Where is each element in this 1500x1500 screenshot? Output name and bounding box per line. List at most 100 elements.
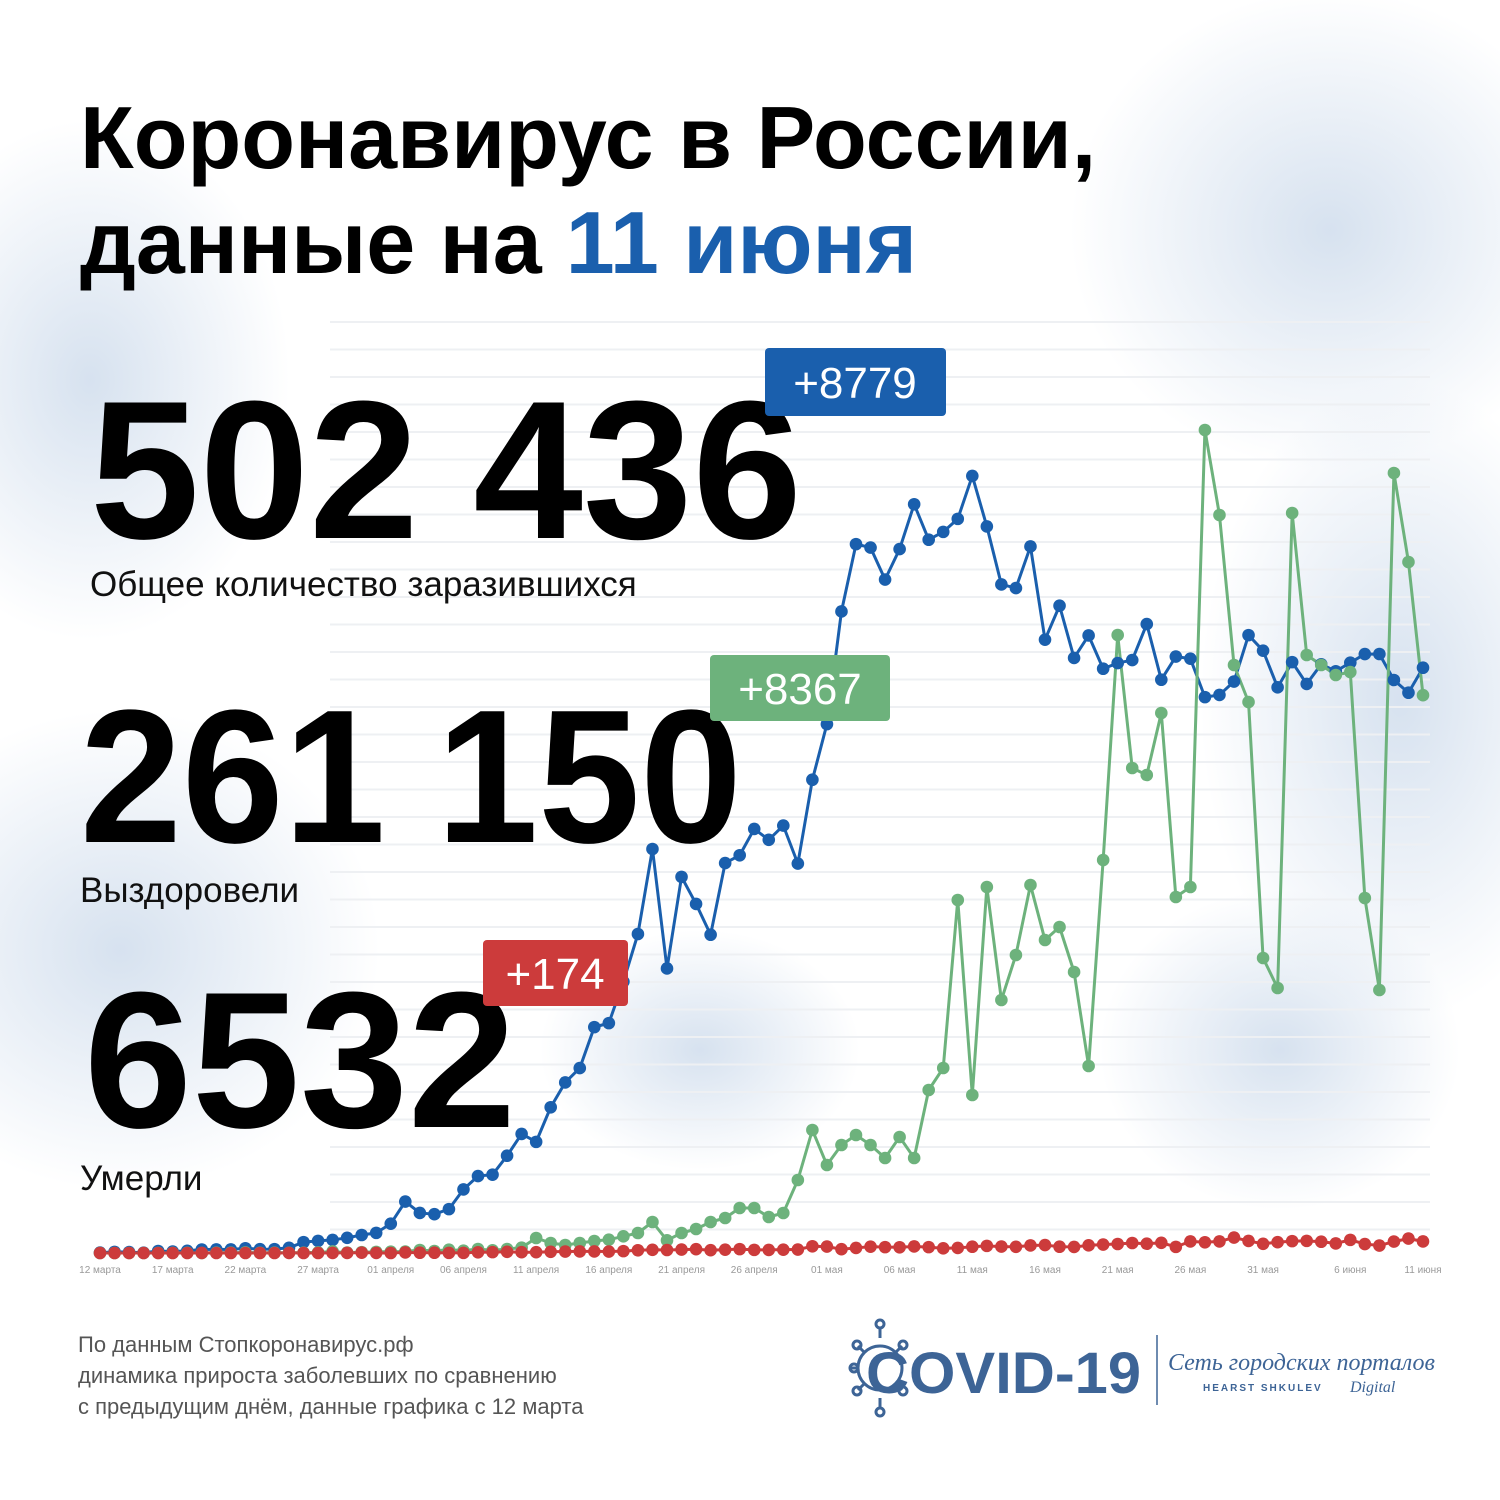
stat-delta: +174 (505, 950, 604, 999)
data-point (297, 1246, 310, 1260)
background (0, 0, 1500, 1210)
data-point (1111, 1237, 1124, 1251)
data-point (1009, 1240, 1023, 1254)
data-point (1373, 1239, 1386, 1252)
data-point (151, 1246, 165, 1260)
data-point (878, 1240, 892, 1254)
data-point (1358, 891, 1372, 905)
data-point (1096, 1238, 1110, 1251)
data-point (1111, 628, 1124, 642)
data-point (340, 1246, 354, 1260)
data-point (311, 1234, 325, 1248)
data-point (878, 573, 892, 586)
data-point (1169, 890, 1183, 904)
data-point (1125, 653, 1139, 667)
x-tick-label: 01 апреля (367, 1265, 414, 1276)
x-tick-label: 06 апреля (440, 1265, 487, 1276)
data-point (893, 1240, 906, 1254)
data-point (835, 1138, 848, 1152)
data-point (1067, 1240, 1081, 1254)
data-point (1213, 688, 1226, 702)
data-point (1387, 673, 1401, 687)
data-point (704, 1215, 717, 1229)
data-point (762, 1243, 776, 1257)
data-point (442, 1246, 456, 1260)
data-point (253, 1246, 267, 1260)
data-point (951, 893, 965, 907)
data-point (995, 1240, 1008, 1253)
data-point (297, 1235, 310, 1249)
data-point (1155, 706, 1168, 720)
data-point (1285, 506, 1299, 520)
data-point (1271, 1235, 1284, 1249)
data-point (122, 1246, 136, 1260)
data-point (1300, 1234, 1313, 1248)
footer-line: динамика прироста заболевших по сравнени… (78, 1363, 557, 1388)
x-tick-label: 11 мая (957, 1265, 988, 1276)
data-point (1184, 880, 1197, 894)
data-point (1242, 1234, 1255, 1248)
data-point (660, 1234, 674, 1247)
data-point (1009, 948, 1023, 962)
data-point (704, 1243, 717, 1257)
data-point (1416, 688, 1430, 702)
virus-icon (848, 1318, 909, 1418)
x-tick-label: 11 июня (1404, 1265, 1441, 1276)
data-point (849, 537, 863, 551)
x-tick-label: 12 марта (79, 1265, 121, 1276)
data-point (995, 993, 1008, 1007)
data-point (224, 1246, 238, 1260)
data-point (791, 1243, 805, 1256)
stat-recovered: 261 150 Выздоровели +8367 (80, 655, 890, 910)
data-point (500, 1149, 514, 1163)
data-point (1082, 1239, 1095, 1252)
data-point (777, 1206, 790, 1220)
data-point (878, 1151, 892, 1165)
data-point (180, 1246, 194, 1260)
data-point (980, 880, 994, 894)
data-point (515, 1127, 528, 1141)
footer: По данным Стопкоронавирус.рф динамика пр… (78, 1332, 584, 1419)
data-point (1053, 1240, 1066, 1254)
data-point (1344, 665, 1357, 679)
data-point (849, 1128, 863, 1142)
data-point (762, 833, 776, 847)
data-point (1096, 853, 1110, 867)
data-point (1373, 983, 1386, 997)
data-point (1227, 675, 1241, 688)
data-point (369, 1226, 383, 1240)
data-point (907, 1240, 921, 1253)
data-point (893, 542, 906, 556)
data-point (733, 848, 746, 862)
data-point (864, 1240, 877, 1253)
data-point (936, 1061, 950, 1075)
data-point (936, 525, 950, 539)
data-point (966, 1240, 979, 1254)
data-point (1314, 658, 1328, 672)
x-tick-label: 21 мая (1102, 1265, 1134, 1276)
data-point (1140, 768, 1154, 782)
data-point (1155, 673, 1168, 687)
data-point (1140, 617, 1154, 631)
data-point (631, 1226, 645, 1240)
data-point (355, 1228, 368, 1242)
data-point (1024, 1239, 1037, 1252)
data-point (907, 497, 921, 511)
data-point (864, 1138, 877, 1152)
data-point (1416, 661, 1430, 675)
data-point (93, 1246, 107, 1260)
data-point (1125, 1236, 1139, 1250)
data-point (529, 1231, 543, 1245)
data-point (922, 1240, 935, 1254)
data-point (282, 1246, 296, 1260)
data-point (471, 1169, 485, 1183)
data-point (966, 1088, 979, 1102)
data-point (704, 928, 717, 942)
data-point (718, 1243, 732, 1256)
data-point (602, 1016, 616, 1030)
data-point (1169, 1240, 1183, 1254)
data-point (486, 1168, 499, 1181)
data-point (1314, 1235, 1328, 1249)
